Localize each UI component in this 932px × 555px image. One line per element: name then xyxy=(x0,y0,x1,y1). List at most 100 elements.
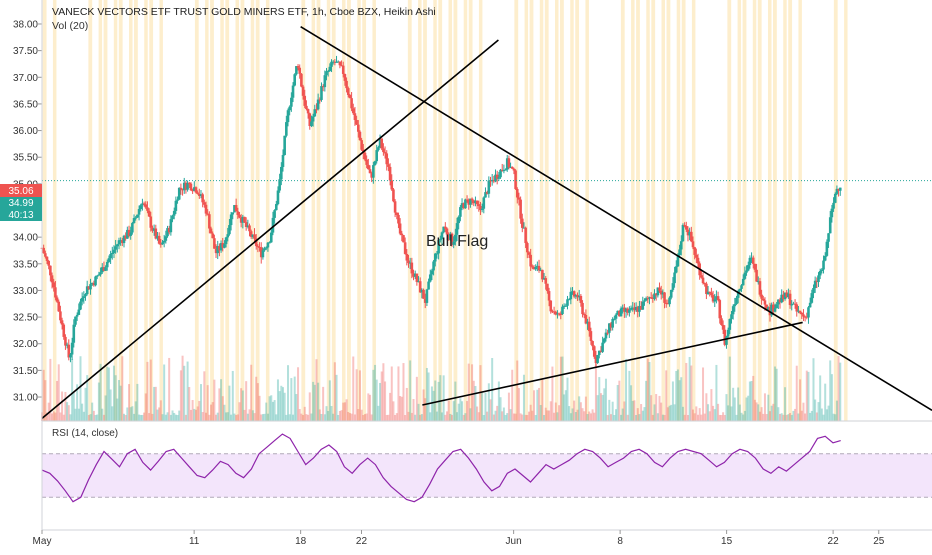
candle-body xyxy=(271,217,275,233)
volume-bar xyxy=(447,400,450,421)
volume-bar xyxy=(271,401,274,421)
candle-body xyxy=(79,301,82,310)
volume-bar xyxy=(74,408,77,421)
candle-body xyxy=(606,332,609,334)
candle-body xyxy=(65,344,69,346)
volume-bar xyxy=(750,381,753,421)
candle-body xyxy=(808,302,812,308)
candle-body xyxy=(527,252,531,255)
session-band xyxy=(529,0,534,421)
candle-body xyxy=(340,65,343,67)
volume-bar xyxy=(375,379,378,421)
candle-body xyxy=(775,304,778,309)
volume-bar xyxy=(611,401,614,421)
candle-body xyxy=(231,212,235,215)
volume-bar xyxy=(445,411,448,421)
candle-body xyxy=(681,225,685,242)
volume-bar xyxy=(77,408,80,421)
volume-bar xyxy=(529,404,532,421)
candle-body xyxy=(643,300,646,302)
candle-body xyxy=(219,243,223,251)
volume-bar xyxy=(153,386,156,421)
session-band xyxy=(194,0,199,421)
volume-bar xyxy=(768,411,771,421)
volume-bar xyxy=(287,365,290,421)
session-band xyxy=(636,0,640,421)
volume-bar xyxy=(156,409,159,421)
volume-bar xyxy=(522,374,525,421)
candle-body xyxy=(621,307,625,309)
volume-bar xyxy=(451,414,454,421)
session-band xyxy=(555,0,559,421)
candle-body xyxy=(668,297,671,305)
session-band xyxy=(357,0,361,421)
candle-body xyxy=(738,288,742,291)
candle-body xyxy=(346,88,350,96)
candle-body xyxy=(599,350,603,352)
candle-body xyxy=(795,304,799,312)
volume-bar xyxy=(464,413,467,421)
volume-bar xyxy=(616,385,619,421)
volume-bar xyxy=(42,369,45,421)
volume-bar xyxy=(253,413,256,421)
volume-bar xyxy=(123,413,126,421)
volume-bar xyxy=(64,391,67,421)
volume-bar xyxy=(297,367,300,421)
candle-body xyxy=(438,239,442,241)
volume-bar xyxy=(419,414,422,421)
session-band xyxy=(342,0,346,421)
volume-bar xyxy=(574,411,577,421)
volume-bar xyxy=(261,414,264,421)
candle-body xyxy=(80,297,84,302)
candle-body xyxy=(388,166,392,181)
candle-body xyxy=(377,147,380,151)
candle-body xyxy=(358,131,362,141)
volume-bar xyxy=(571,408,574,421)
candle-body xyxy=(99,272,102,275)
candle-body xyxy=(623,307,626,312)
session-band xyxy=(159,0,163,421)
candle-body xyxy=(266,242,270,248)
candle-body xyxy=(813,280,817,288)
session-band xyxy=(362,0,367,421)
volume-bar xyxy=(521,414,524,421)
volume-bar xyxy=(221,396,224,421)
volume-bar xyxy=(307,414,310,421)
candle-body xyxy=(614,314,618,319)
volume-bar xyxy=(633,400,636,421)
candle-body xyxy=(213,238,216,249)
candle-body xyxy=(69,354,72,358)
volume-bar xyxy=(497,381,500,421)
volume-bar xyxy=(402,363,405,421)
session-band xyxy=(570,0,574,421)
candle-body xyxy=(790,304,794,306)
candle-body xyxy=(253,234,256,239)
volume-bar xyxy=(640,404,643,421)
candle-body xyxy=(807,307,810,318)
candle-body xyxy=(633,307,636,311)
volume-bar xyxy=(203,371,206,421)
candle-body xyxy=(432,261,435,271)
candle-body xyxy=(480,208,484,211)
volume-bar xyxy=(424,398,427,421)
candle-body xyxy=(224,237,228,245)
volume-bar xyxy=(173,412,176,421)
candle-body xyxy=(233,205,236,213)
candle-body xyxy=(360,140,363,150)
volume-bar xyxy=(335,374,338,421)
volume-bar xyxy=(702,367,705,421)
volume-bar xyxy=(280,385,283,421)
candle-body xyxy=(142,203,146,205)
candle-body xyxy=(234,205,238,212)
candle-body xyxy=(134,217,138,219)
candle-body xyxy=(417,281,420,283)
candle-body xyxy=(296,66,300,68)
volume-bar xyxy=(703,413,706,421)
candle-body xyxy=(706,291,710,294)
volume-bar xyxy=(576,409,579,421)
volume-bar xyxy=(527,411,530,421)
volume-bar xyxy=(308,392,311,421)
volume-bar xyxy=(205,412,208,421)
x-tick-label: 15 xyxy=(721,536,733,547)
candle-body xyxy=(413,273,417,277)
